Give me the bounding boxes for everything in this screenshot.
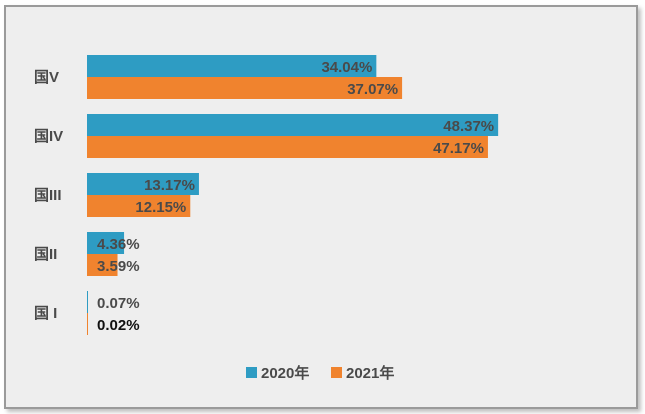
bar-chart: 国V 34.04% 37.07% 国IV 48.37% 47.17% 国III 13.17% 1… [34, 55, 499, 382]
category-label: 国 I [34, 305, 57, 322]
bar-2020 [87, 291, 88, 313]
data-label: 47.17% [433, 140, 484, 157]
legend-swatch [246, 367, 257, 378]
data-label: 4.36% [97, 236, 140, 253]
data-label: 37.07% [347, 81, 398, 98]
legend: 2020年 2021年 [246, 364, 394, 382]
bar-2021 [87, 313, 88, 335]
bars-layer [87, 55, 499, 335]
legend-label: 2020年 [261, 364, 309, 382]
bar-2020 [87, 173, 199, 195]
category-label: 国IV [34, 128, 63, 145]
bar-2021 [87, 254, 118, 276]
legend-swatch [331, 367, 342, 378]
chart-frame: 国V 34.04% 37.07% 国IV 48.37% 47.17% 国III 13.17% 1… [4, 5, 638, 409]
legend-label: 2021年 [346, 364, 394, 382]
category-label: 国II [34, 246, 57, 263]
data-label: 0.02% [97, 317, 140, 334]
data-label: 48.37% [443, 118, 494, 135]
bar-2021 [87, 77, 403, 99]
labels-layer: 国V 34.04% 37.07% 国IV 48.37% 47.17% 国III 13.17% 1… [34, 59, 494, 334]
bar-2020 [87, 114, 499, 136]
category-label: 国V [34, 69, 59, 86]
bar-2021 [87, 195, 191, 217]
category-label: 国III [34, 187, 62, 204]
data-label: 13.17% [144, 177, 195, 194]
data-label: 3.59% [97, 258, 140, 275]
bar-2020 [87, 55, 377, 77]
data-label: 0.07% [97, 295, 140, 312]
data-label: 12.15% [135, 199, 186, 216]
data-label: 34.04% [321, 59, 372, 76]
bar-2020 [87, 232, 125, 254]
bar-2021 [87, 136, 488, 158]
